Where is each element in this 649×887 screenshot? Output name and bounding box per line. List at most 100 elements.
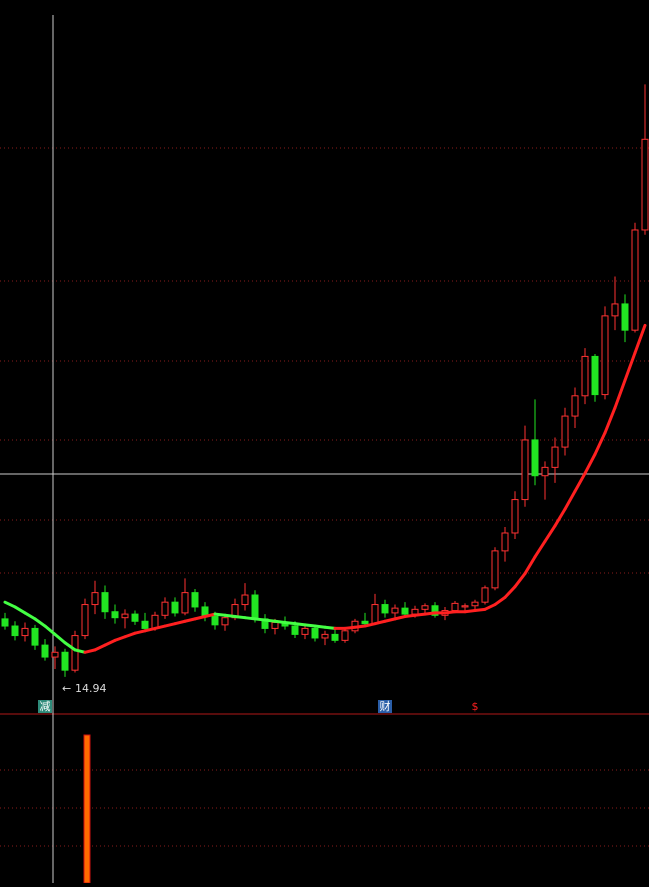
candle-body bbox=[111, 611, 119, 619]
candle-body bbox=[571, 395, 579, 417]
ma-segment bbox=[193, 614, 207, 621]
ma-segment bbox=[213, 612, 227, 617]
annotation: 财 bbox=[380, 699, 391, 713]
candle-body bbox=[391, 607, 399, 614]
ma-segment bbox=[523, 555, 537, 576]
candle-body bbox=[141, 620, 149, 629]
candle-body bbox=[581, 355, 589, 397]
ma-segment bbox=[443, 610, 457, 615]
ma-segment bbox=[473, 607, 487, 613]
candle-body bbox=[451, 602, 459, 612]
ma-segment bbox=[153, 624, 167, 630]
ma-segment bbox=[3, 600, 17, 609]
ma-segment bbox=[483, 603, 497, 611]
ma-segment bbox=[423, 611, 437, 616]
ma-segment bbox=[323, 625, 337, 630]
candle-body bbox=[51, 651, 59, 658]
ma-segment bbox=[493, 595, 507, 607]
ma-segment bbox=[623, 351, 637, 382]
candle-body bbox=[331, 633, 339, 641]
candle-body bbox=[471, 601, 479, 607]
ma-segment bbox=[233, 614, 247, 620]
ma-segment bbox=[343, 625, 357, 630]
candle-body bbox=[461, 605, 469, 608]
ma-segment bbox=[263, 618, 277, 623]
ma-segment bbox=[13, 605, 27, 615]
ma-segment bbox=[373, 619, 387, 626]
candle-body bbox=[531, 439, 539, 477]
ma-segment bbox=[273, 619, 287, 624]
candle-body bbox=[641, 138, 649, 231]
ma-segment bbox=[463, 609, 477, 614]
candle-body bbox=[211, 615, 219, 626]
ma-segment bbox=[243, 616, 257, 621]
ma-segment bbox=[183, 617, 197, 623]
ma-segment bbox=[553, 507, 567, 528]
ma-segment bbox=[63, 641, 77, 652]
candle-body bbox=[191, 592, 199, 608]
ma-segment bbox=[363, 622, 377, 628]
candle-body bbox=[11, 625, 19, 637]
candle-body bbox=[31, 627, 39, 646]
candle-body bbox=[371, 604, 379, 625]
candle-body bbox=[611, 303, 619, 317]
ma-segment bbox=[303, 623, 317, 628]
candle-body bbox=[21, 627, 29, 637]
candle-body bbox=[171, 601, 179, 614]
ma-segment bbox=[573, 471, 587, 493]
ma-segment bbox=[113, 635, 127, 642]
candle-body bbox=[301, 627, 309, 635]
candle-body bbox=[1, 618, 9, 627]
low-label: 14.94 bbox=[75, 682, 107, 695]
candle-body bbox=[291, 625, 299, 635]
ma-segment bbox=[143, 626, 157, 633]
ma-segment bbox=[503, 585, 517, 599]
ma-segment bbox=[383, 617, 397, 623]
candle-body bbox=[401, 607, 409, 615]
low-arrow: ← bbox=[62, 682, 71, 695]
ma-segment bbox=[163, 622, 177, 628]
candle-body bbox=[601, 315, 609, 396]
ma-segment bbox=[533, 539, 547, 559]
candle-body bbox=[181, 592, 189, 614]
ma-segment bbox=[293, 622, 307, 627]
candle-body bbox=[161, 601, 169, 616]
candle-body bbox=[91, 592, 99, 606]
candle-body bbox=[361, 620, 369, 625]
ma-segment bbox=[613, 378, 627, 410]
candle-body bbox=[131, 613, 139, 622]
candle-body bbox=[381, 604, 389, 614]
candle-body bbox=[221, 617, 229, 626]
ma-segment bbox=[633, 323, 647, 355]
ma-segment bbox=[313, 624, 327, 629]
ma-segment bbox=[203, 612, 217, 618]
ma-segment bbox=[543, 524, 557, 543]
ma-segment bbox=[123, 631, 137, 639]
candle-body bbox=[61, 651, 69, 671]
ma-segment bbox=[593, 431, 607, 456]
candle-body bbox=[71, 635, 79, 671]
ma-segment bbox=[253, 617, 267, 622]
ma-segment bbox=[103, 638, 117, 647]
candle-body bbox=[241, 594, 249, 606]
ma-segment bbox=[23, 611, 37, 621]
ma-segment bbox=[413, 612, 427, 617]
indicator-bar bbox=[83, 734, 91, 884]
ma-segment bbox=[33, 617, 47, 628]
ma-segment bbox=[563, 489, 577, 511]
candle-body bbox=[481, 587, 489, 603]
ma-segment bbox=[603, 406, 617, 435]
ma-segment bbox=[353, 624, 367, 629]
annotation-box bbox=[378, 700, 392, 713]
candle-body bbox=[251, 594, 259, 620]
candle-body bbox=[551, 446, 559, 468]
candle-body bbox=[511, 499, 519, 534]
ma-segment bbox=[73, 648, 87, 654]
ma-segment bbox=[43, 624, 57, 636]
ma-segment bbox=[583, 452, 597, 475]
ma-segment bbox=[83, 648, 97, 654]
candle-body bbox=[631, 229, 639, 331]
candle-body bbox=[621, 303, 629, 331]
candle-body bbox=[421, 605, 429, 610]
